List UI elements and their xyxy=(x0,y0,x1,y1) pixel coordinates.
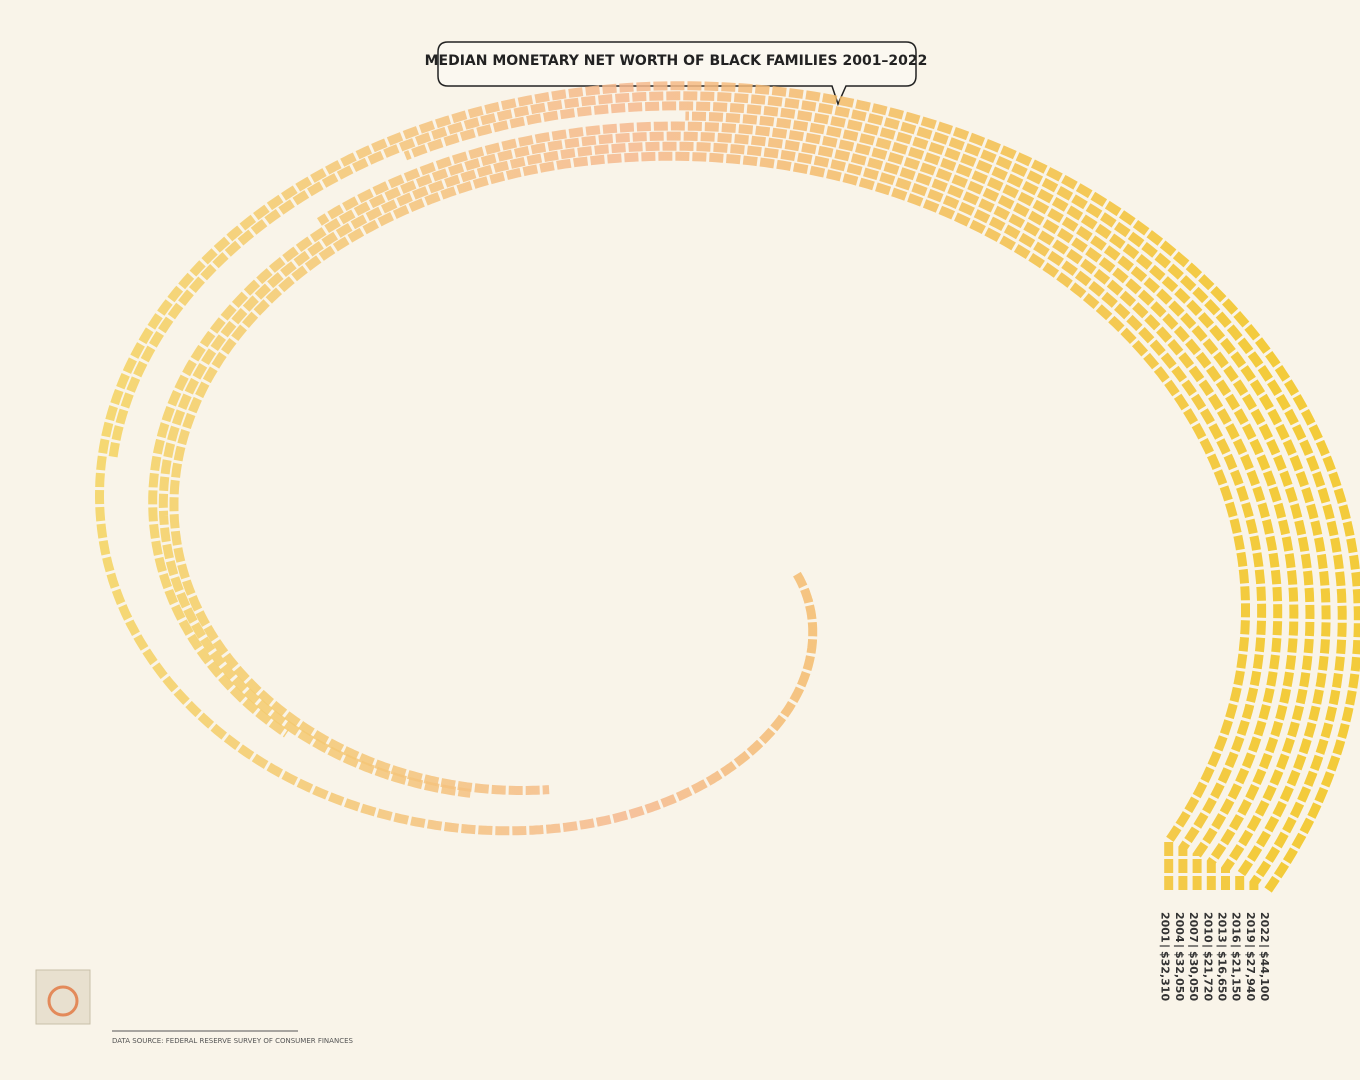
value-label: $21,150 xyxy=(1230,951,1243,1001)
source: DATA SOURCE: FEDERAL RESERVE SURVEY OF C… xyxy=(112,1037,354,1045)
year-label: 2007 xyxy=(1187,912,1200,943)
spiral-band xyxy=(316,121,1299,890)
value-label: $16,650 xyxy=(1216,951,1229,1001)
spiral-band xyxy=(169,151,1250,890)
spiral-band xyxy=(403,101,1331,890)
value-label: $27,940 xyxy=(1244,951,1257,1001)
year-label: 2010 xyxy=(1201,912,1214,943)
year-label: 2004 xyxy=(1173,912,1186,943)
band-label: 2001 $32,310 xyxy=(1159,912,1172,1001)
year-label: 2019 xyxy=(1244,912,1257,943)
spiral-band xyxy=(148,131,1283,890)
band-label: 2022 $44,100 xyxy=(1258,912,1271,1001)
band-label: 2016 $21,150 xyxy=(1230,912,1243,1001)
value-label: $32,050 xyxy=(1173,951,1186,1001)
band-label: 2007 $30,050 xyxy=(1187,912,1200,1001)
value-label: $21,720 xyxy=(1201,951,1214,1001)
spiral-band xyxy=(95,81,1360,893)
thumbnail-spiral xyxy=(47,985,79,1017)
value-label: $30,050 xyxy=(1187,951,1200,1001)
title-bubble xyxy=(437,41,917,107)
spiral-band xyxy=(685,111,1315,890)
year-label: 2001 xyxy=(1159,912,1172,943)
band-label: 2013 $16,650 xyxy=(1216,912,1229,1001)
band-label: 2004 $32,050 xyxy=(1173,912,1186,1001)
band-label: 2010 $21,720 xyxy=(1201,912,1214,1001)
year-label: 2022 xyxy=(1258,912,1271,943)
year-label: 2013 xyxy=(1216,912,1229,943)
chart-title: MEDIAN MONETARY NET WORTH OF BLACK FAMIL… xyxy=(425,53,928,69)
year-label: 2016 xyxy=(1230,912,1243,943)
value-label: $44,100 xyxy=(1258,951,1271,1001)
spiral-band xyxy=(158,141,1267,890)
spiral-band xyxy=(108,91,1347,890)
value-label: $32,310 xyxy=(1159,951,1172,1001)
band-label: 2019 $27,940 xyxy=(1244,912,1257,1001)
